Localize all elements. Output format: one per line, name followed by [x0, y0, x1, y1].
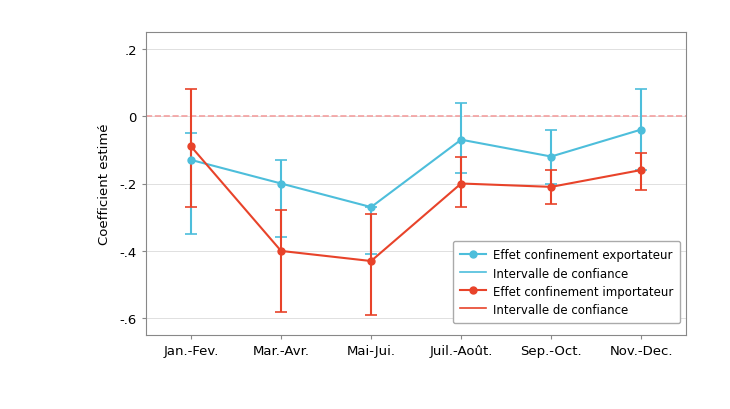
Y-axis label: Coefficient estimé: Coefficient estimé	[99, 124, 111, 245]
Legend: Effet confinement exportateur, Intervalle de confiance, Effet confinement import: Effet confinement exportateur, Intervall…	[453, 242, 680, 324]
